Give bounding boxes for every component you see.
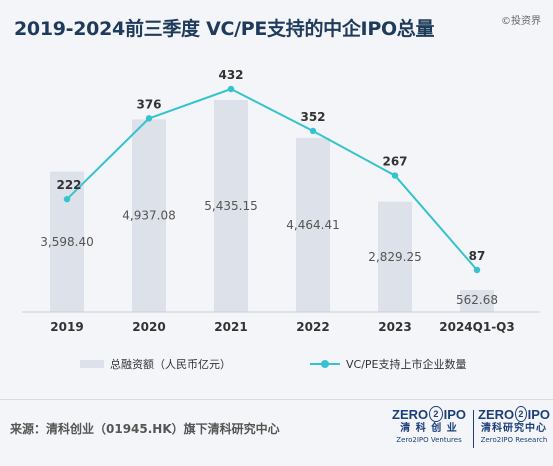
zero2ipo-ventures-logo: ZERO 2 IPO 清 科 创 业 Zero2IPO Ventures <box>392 406 466 444</box>
bar-label-2022: 4,464.41 <box>286 218 339 232</box>
line-label-2023: 267 <box>382 155 407 169</box>
legend-item-line: VC/PE支持上市企业数量 <box>310 356 467 372</box>
x-tick-2023: 2023 <box>378 320 411 334</box>
bar-label-2021: 5,435.15 <box>204 199 257 213</box>
line-label-2021: 432 <box>218 68 243 82</box>
legend-swatch-line <box>310 358 340 370</box>
logo-divider <box>473 410 474 448</box>
legend-label-line: VC/PE支持上市企业数量 <box>346 358 467 371</box>
legend-item-bar: 总融资额（人民币亿元） <box>80 356 231 372</box>
line-label-2019: 222 <box>56 178 81 192</box>
footer-divider <box>0 399 553 400</box>
bar-label-2024Q1-Q3: 562.68 <box>456 293 498 307</box>
bar-2020 <box>132 119 166 312</box>
bar-label-2020: 4,937.08 <box>122 209 175 223</box>
x-tick-2021: 2021 <box>214 320 247 334</box>
line-point-2023 <box>391 172 399 179</box>
line-point-2024Q1-Q3 <box>473 266 481 274</box>
x-tick-2019: 2019 <box>50 320 83 334</box>
line-series-ipo-count <box>66 88 478 271</box>
legend-label-bar: 总融资额（人民币亿元） <box>110 358 231 371</box>
source-note: 来源：清科创业（01945.HK）旗下清科研究中心 <box>10 422 280 436</box>
bar-2024Q1-Q3 <box>460 290 494 312</box>
line-point-2021 <box>227 85 235 93</box>
legend: 总融资额（人民币亿元） VC/PE支持上市企业数量 <box>0 356 553 380</box>
x-axis: 2019 2020 2021 2022 2023 2024Q1-Q3 <box>22 311 540 334</box>
watermark: ©投资界 <box>501 16 541 27</box>
labels-layer: 222 376 432 352 267 87 3,598.40 4,937.08 5,435.1… <box>40 68 498 307</box>
chart-title: 2019-2024前三季度 VC/PE支持的中企IPO总量 <box>14 18 435 40</box>
x-tick-2020: 2020 <box>132 320 165 334</box>
line-label-2022: 352 <box>300 110 325 124</box>
line-label-2020: 376 <box>136 97 161 111</box>
line-layer <box>63 85 481 274</box>
line-point-2019 <box>63 195 71 203</box>
zero2ipo-research-logo: ZERO 2 IPO 清科研究中心 Zero2IPO Research <box>478 406 550 444</box>
bar-2022 <box>296 137 330 312</box>
bar-label-2019: 3,598.40 <box>40 235 93 249</box>
line-point-2020 <box>145 115 153 122</box>
bar-label-2023: 2,829.25 <box>368 250 421 264</box>
bar-2021 <box>214 100 248 312</box>
bar-2023 <box>378 201 412 312</box>
bar-2019 <box>50 171 84 312</box>
x-tick-2022: 2022 <box>296 320 329 334</box>
line-label-2024Q1-Q3: 87 <box>469 249 486 263</box>
x-tick-2024Q1-Q3: 2024Q1-Q3 <box>439 320 514 334</box>
combo-chart: 222 376 432 352 267 87 3,598.40 4,937.08 5,435.1… <box>22 68 540 334</box>
line-point-2022 <box>309 127 317 135</box>
legend-swatch-bar <box>80 360 104 368</box>
bars-layer <box>50 100 494 312</box>
